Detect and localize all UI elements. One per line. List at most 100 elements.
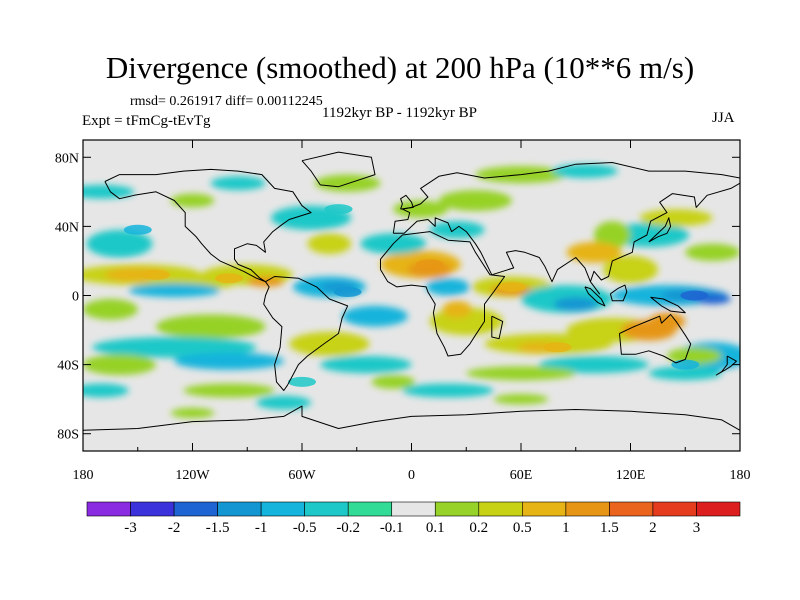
region-north-africa-divergence [415, 259, 444, 270]
field-patch [83, 383, 129, 398]
field-patch [289, 331, 370, 356]
colorbar-label: -0.2 [336, 520, 360, 536]
coastline-sumatra [584, 286, 606, 307]
field-patch [438, 190, 512, 211]
colorbar-swatch [304, 501, 349, 517]
season-label: JJA [712, 110, 735, 126]
field-patch [553, 297, 598, 311]
coastline-madagascar [491, 315, 504, 340]
coastline-new-zealand [715, 355, 737, 376]
coastline-africa [380, 231, 506, 357]
coastline-japan [648, 217, 672, 243]
x-tick-label: 60W [288, 468, 316, 483]
x-tick-label: 60E [510, 468, 533, 483]
experiment-label: Expt = tFmCg-tEvTg [82, 113, 211, 129]
x-tick-label: 120E [616, 468, 646, 483]
chart-title: Divergence (smoothed) at 200 hPa (10**6 … [105, 50, 695, 85]
field-patch [603, 255, 658, 284]
field-patch [371, 375, 416, 389]
x-tick-label: 120W [175, 468, 210, 483]
field-patch [83, 298, 138, 320]
coastline-eurasia [392, 162, 740, 295]
field-patch [170, 407, 215, 419]
colorbar-swatch [565, 501, 610, 517]
field-patch [393, 200, 448, 218]
field-patch [174, 352, 284, 370]
field-patch [83, 354, 156, 375]
field-patch [342, 305, 408, 327]
colorbar-label: -1.5 [206, 520, 230, 536]
field-patch [402, 383, 494, 398]
y-tick-label: 0 [72, 290, 79, 305]
colorbar-swatch [217, 501, 262, 517]
field-patch [648, 366, 722, 381]
field-patch [183, 383, 275, 398]
coastline-new-guinea [650, 296, 686, 314]
field-patch [83, 184, 135, 199]
field-patch [86, 229, 153, 258]
colorbar-swatch [696, 501, 741, 517]
colorbar-label: -0.5 [293, 520, 317, 536]
colorbar-label: -0.1 [380, 520, 404, 536]
colorbar-label: 1.5 [600, 520, 619, 536]
colorbar-label: 1 [562, 520, 570, 536]
y-tick-label: 80S [57, 428, 79, 443]
field-patch [210, 176, 266, 191]
colorbar-label: 0.5 [513, 520, 532, 536]
field-patch [320, 356, 412, 374]
y-tick-label: 80N [55, 151, 79, 166]
region-indian-ocean-west-pacific-convergence [680, 290, 709, 301]
field-patch [307, 233, 352, 255]
field-patch [594, 221, 631, 249]
colorbar-label: 0.1 [426, 520, 445, 536]
field-patch [552, 164, 618, 179]
region-southern-ocean-band [288, 376, 316, 387]
field-patch [466, 366, 576, 381]
region-arabian-sea-divergence [497, 281, 526, 292]
field-patch [639, 209, 713, 227]
colorbar-swatch [609, 501, 654, 517]
field-patch [170, 193, 215, 208]
coastline-north-america [104, 168, 312, 283]
colorbar-swatch [522, 501, 567, 517]
y-tick-label: 40S [57, 359, 79, 374]
x-tick-label: 180 [730, 468, 751, 483]
y-tick-label: 40N [55, 220, 79, 235]
field-patch [493, 394, 549, 405]
colorbar-label: -2 [168, 520, 181, 536]
coastline-greenland [301, 151, 376, 188]
colorbar-label: -3 [124, 520, 137, 536]
colorbar-swatch [652, 501, 697, 517]
colorbar-swatch [130, 501, 175, 517]
field-patch [442, 300, 472, 318]
field-patch [156, 314, 266, 339]
coastline-borneo [609, 284, 628, 302]
region-tropical-atlantic-convergence [333, 287, 362, 297]
x-tick-label: 180 [73, 468, 94, 483]
colorbar-swatch [173, 501, 218, 517]
colorbar-swatch [478, 501, 523, 517]
field-patch [256, 395, 312, 410]
colorbar-label: -1 [255, 520, 268, 536]
colorbar-label: 3 [693, 520, 701, 536]
period-label: 1192kyr BP - 1192kyr BP [322, 105, 478, 121]
field-patch [566, 241, 622, 263]
region-north-pacific-band [123, 224, 152, 235]
rmsd-diff-label: rmsd= 0.261917 diff= 0.00112245 [130, 94, 323, 109]
coastline-south-america [263, 276, 349, 391]
region-south-pacific-band [671, 359, 700, 370]
field-patch [685, 243, 740, 261]
region-equatorial-central-pacific-band [142, 269, 170, 280]
colorbar-swatch [347, 501, 393, 517]
colorbar-swatch [260, 501, 305, 517]
region-east-pacific-divergence [215, 273, 243, 284]
field-patch [92, 336, 257, 358]
colorbar-label: 2 [649, 520, 657, 536]
colorbar-swatch [86, 501, 131, 517]
colorbar-label: 0.2 [469, 520, 488, 536]
colorbar-swatch [434, 501, 480, 517]
coastline-antarctica [83, 405, 740, 431]
region-north-atlantic-band [324, 204, 353, 215]
coastline-australia [619, 314, 692, 364]
